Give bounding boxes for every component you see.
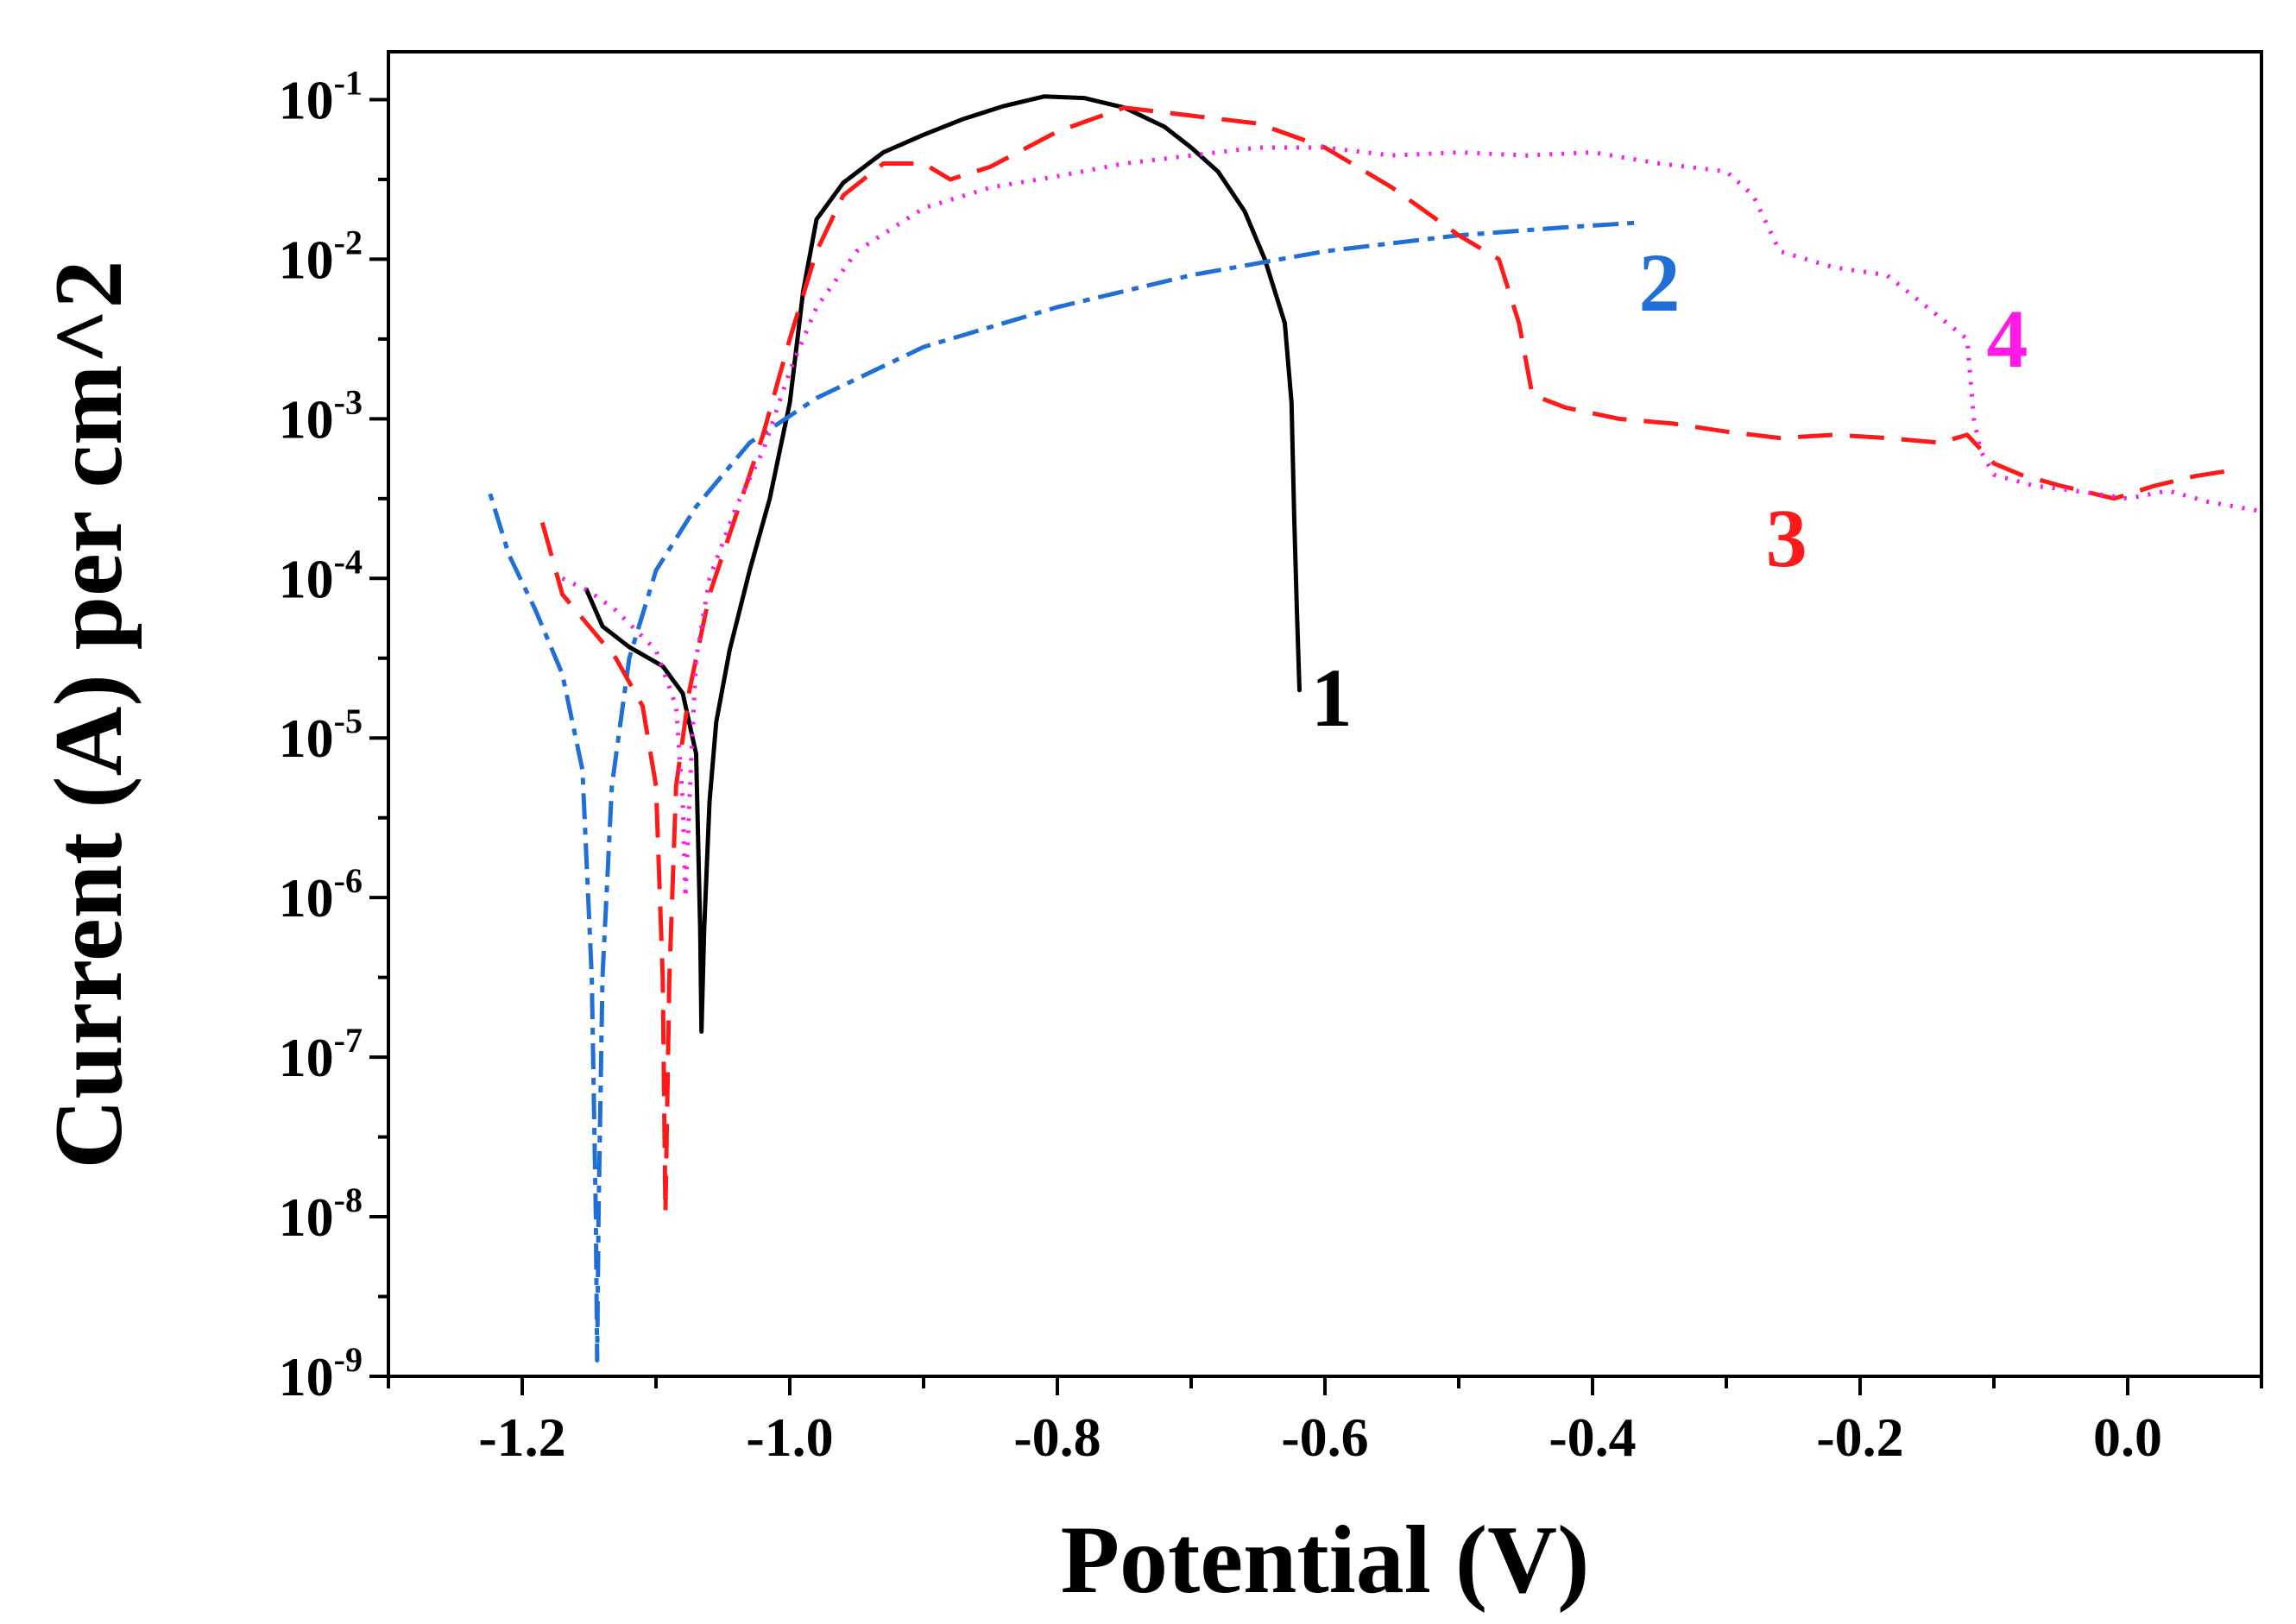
y-tick-exponent: -5 [334,702,363,740]
y-tick-base: 10 [279,548,334,609]
y-tick-exponent: -7 [334,1021,363,1060]
y-tick-label: 10-9 [279,1340,363,1407]
y-tick-label: 10-4 [279,542,363,609]
x-tick-label: 0.0 [2093,1407,2162,1468]
y-tick-exponent: -3 [334,382,363,421]
y-tick-exponent: -6 [334,861,363,900]
x-tick-label: -1.0 [746,1407,833,1468]
curve-3 [539,105,2236,1216]
y-tick-base: 10 [279,1027,334,1088]
curve-4 [561,145,2261,900]
y-tick-base: 10 [279,1346,334,1407]
curve-label-3: 3 [1766,492,1807,584]
y-tick-base: 10 [279,867,334,928]
y-tick-exponent: -9 [334,1340,363,1379]
y-tick-label: 10-1 [279,63,363,130]
x-axis-title: Potential (V) [1061,1507,1590,1614]
y-tick-exponent: -8 [334,1180,363,1219]
y-tick-base: 10 [279,69,334,130]
y-tick-label: 10-8 [279,1180,363,1248]
data-curves [488,94,2261,1363]
y-tick-base: 10 [279,1187,334,1248]
y-tick-base: 10 [279,708,334,769]
y-tick-base: 10 [279,388,334,450]
curve-labels: 1 2 3 4 [1311,236,2028,744]
y-tick-label: 10-7 [279,1021,363,1088]
y-tick-label: 10-5 [279,702,363,769]
y-tick-exponent: -4 [334,542,363,581]
curve-label-1: 1 [1311,651,1353,744]
x-tick-label: -0.6 [1281,1407,1368,1468]
x-tick-label: -0.2 [1816,1407,1903,1468]
x-tick-label: -1.2 [478,1407,565,1468]
curve-label-4: 4 [1987,293,2028,385]
x-tick-label: -0.8 [1013,1407,1101,1468]
y-tick-exponent: -2 [334,223,363,261]
x-tick-label: -0.4 [1549,1407,1636,1468]
curve-label-2: 2 [1639,236,1681,329]
curve-2 [488,220,1640,1363]
curve-1 [583,94,1302,1034]
y-tick-label: 10-6 [279,861,363,928]
y-tick-label: 10-3 [279,382,363,450]
y-axis-title: Current (A) per cm^2 [35,260,142,1168]
y-tick-label: 10-2 [279,223,363,290]
axis-ticks: -1.2 -1.0 -0.8 -0.6 -0.4 -0.2 0.010-110-210-31… [279,63,2263,1468]
y-tick-exponent: -1 [334,63,363,102]
y-tick-base: 10 [279,229,334,290]
